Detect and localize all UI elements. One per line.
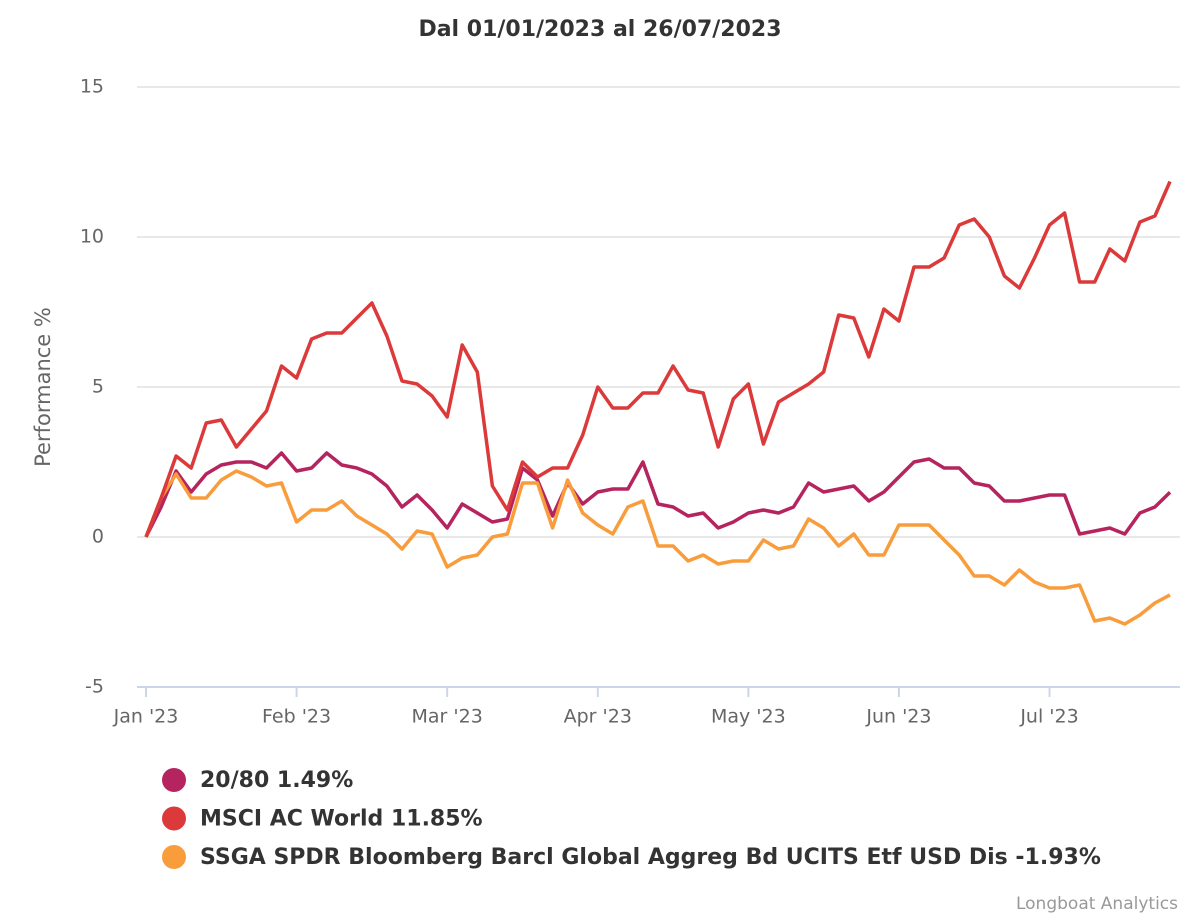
legend-label: MSCI AC World 11.85% xyxy=(200,807,483,832)
y-tick-label: 0 xyxy=(92,526,104,548)
series-line xyxy=(144,469,1171,626)
y-tick-label: 5 xyxy=(92,376,104,398)
x-tick-label: May '23 xyxy=(711,706,786,728)
legend-marker xyxy=(162,806,186,831)
chart-title: Dal 01/01/2023 al 26/07/2023 xyxy=(418,17,781,42)
legend-marker xyxy=(162,768,186,792)
legend-label: 20/80 1.49% xyxy=(200,768,353,793)
y-tick-label: 15 xyxy=(80,76,104,98)
x-tick-label: Jan '23 xyxy=(113,706,179,728)
series-line xyxy=(144,451,1172,538)
credit: Longboat Analytics xyxy=(1016,894,1178,914)
series-line xyxy=(144,180,1172,538)
x-tick-label: Feb '23 xyxy=(262,706,331,728)
y-tick-label: -5 xyxy=(85,676,104,698)
y-tick-label: 10 xyxy=(80,226,104,248)
x-tick-label: Mar '23 xyxy=(412,706,483,728)
x-tick-label: Jun '23 xyxy=(865,706,931,728)
x-tick-label: Jul '23 xyxy=(1019,706,1078,728)
x-tick-label: Apr '23 xyxy=(564,706,632,728)
y-axis-label: Performance % xyxy=(31,307,55,467)
legend-marker xyxy=(162,845,186,869)
legend-label: SSGA SPDR Bloomberg Barcl Global Aggreg … xyxy=(200,845,1101,870)
